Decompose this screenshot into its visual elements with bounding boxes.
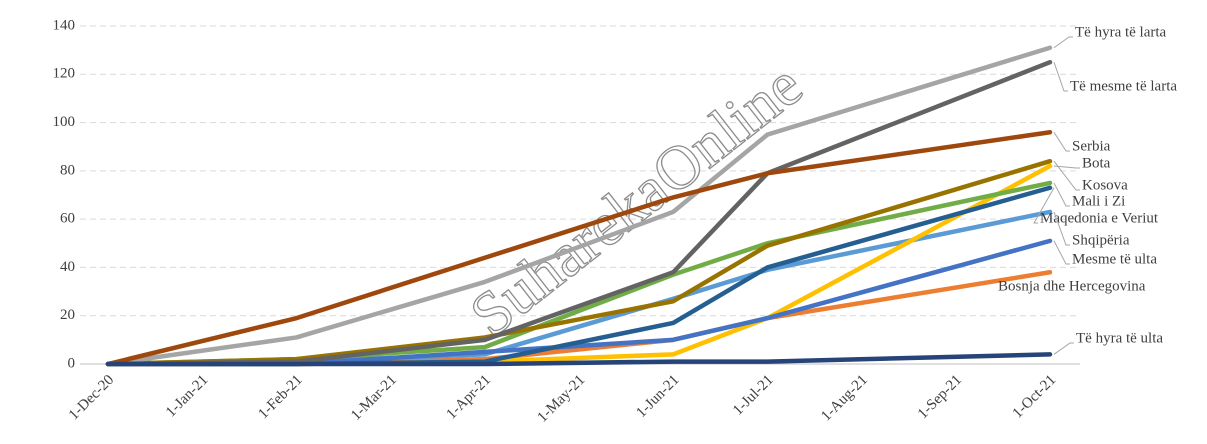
- y-tick-label: 120: [53, 66, 76, 82]
- x-tick-label: 1-Oct-21: [1010, 372, 1060, 422]
- x-tick-label: 1-Jan-21: [163, 372, 211, 420]
- series-line: [105, 129, 1053, 367]
- leader-line: [1053, 131, 1070, 152]
- series-label: Mali i Zi: [1072, 193, 1125, 209]
- x-tick-label: 1-Sep-21: [915, 372, 965, 422]
- series-line: [105, 352, 1053, 367]
- series-label: Të hyra të larta: [1075, 24, 1167, 40]
- y-tick-label: 0: [68, 355, 76, 371]
- series-label: Shqipëria: [1072, 232, 1130, 248]
- leader-line: [1053, 160, 1080, 191]
- y-tick-label: 100: [53, 114, 76, 130]
- series-line: [105, 45, 1053, 367]
- x-tick-label: 1-Jul-21: [730, 372, 777, 419]
- series-label: Kosova: [1082, 177, 1128, 193]
- series-label: Bosnja dhe Hercegovina: [998, 278, 1146, 294]
- leader-line: [1053, 36, 1073, 49]
- leader-line: [1053, 62, 1068, 92]
- watermark: SuharekaOnline: [458, 51, 815, 351]
- series-label: Bota: [1082, 155, 1111, 171]
- y-tick-label: 20: [60, 307, 75, 323]
- x-tick-label: 1-Apr-21: [443, 372, 494, 423]
- y-tick-label: 140: [53, 17, 76, 33]
- leader-line: [1053, 240, 1070, 265]
- x-tick-label: 1-Jun-21: [633, 372, 682, 421]
- y-tick-label: 80: [60, 162, 75, 178]
- series-label: Të mesme të larta: [1070, 78, 1177, 94]
- x-tick-label: 1-Mar-21: [348, 372, 400, 424]
- series-label: Të hyra të ulta: [1076, 330, 1163, 346]
- x-tick-label: 1-Feb-21: [255, 372, 305, 422]
- leader-line: [1033, 187, 1055, 224]
- series-label: Serbia: [1072, 138, 1111, 154]
- x-tick-label: 1-Aug-21: [818, 372, 871, 425]
- leader-line: [1053, 211, 1070, 246]
- leader-line: [1053, 182, 1070, 207]
- x-tick-label: 1-May-21: [535, 372, 589, 426]
- series-label: Mesme të ulta: [1072, 251, 1157, 267]
- leader-line: [1053, 342, 1074, 355]
- y-tick-label: 60: [60, 211, 75, 227]
- x-tick-label: 1-Dec-20: [66, 372, 117, 423]
- y-tick-label: 40: [60, 259, 75, 275]
- leader-line: [1053, 165, 1080, 169]
- series-label: Maqedonia e Veriut: [1040, 210, 1159, 226]
